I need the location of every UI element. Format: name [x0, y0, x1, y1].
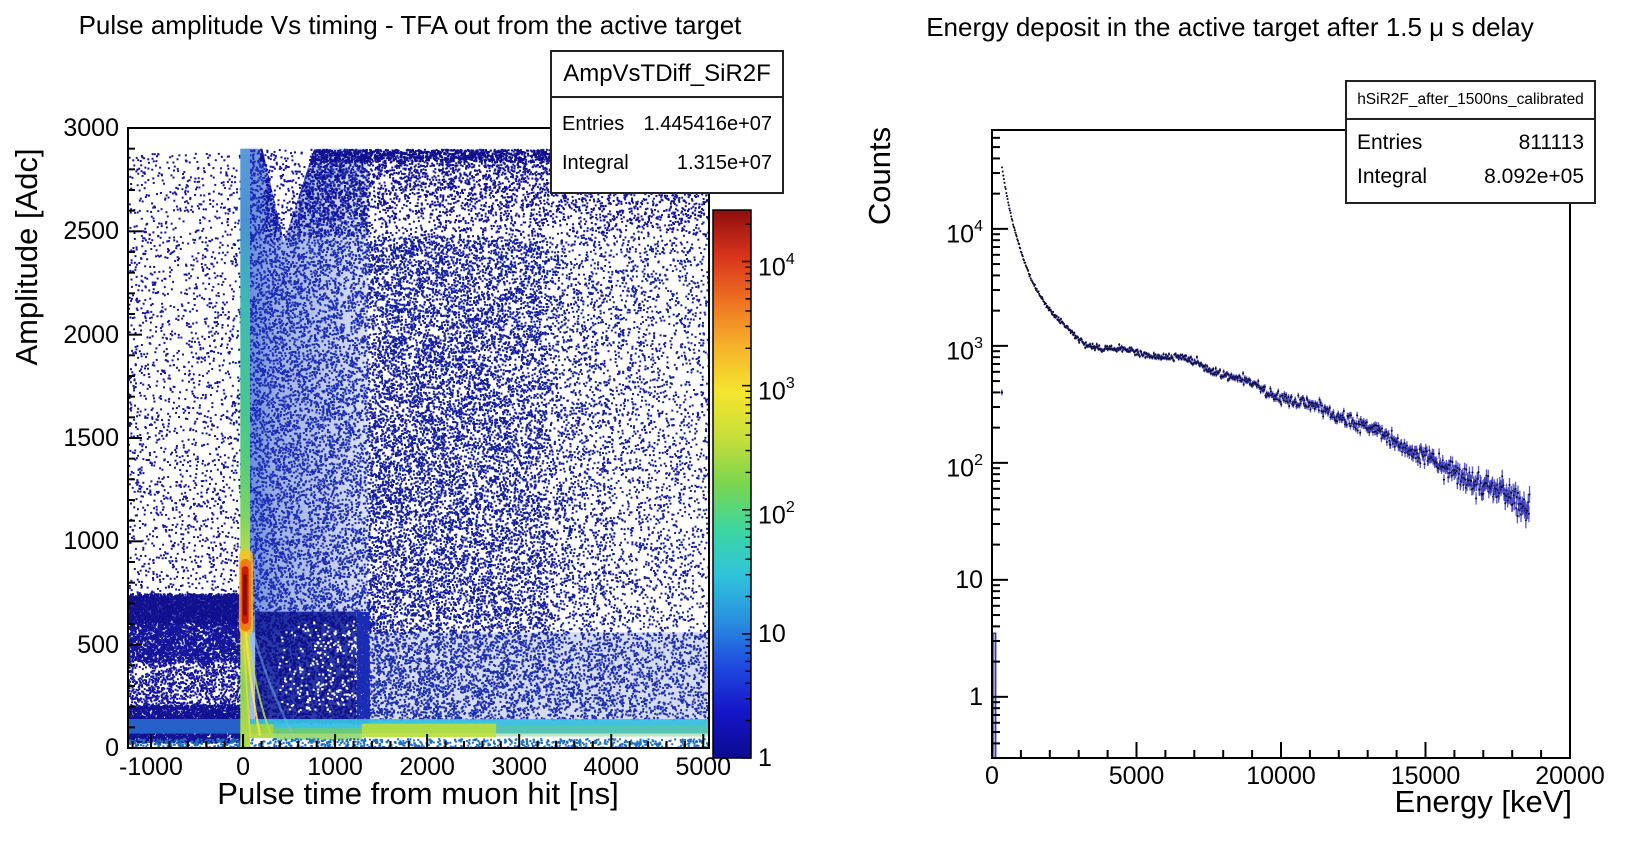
- right-stats-box: hSiR2F_after_1500ns_calibrated Entries 8…: [1345, 80, 1596, 204]
- left-x-tick-label: 1000: [307, 753, 363, 781]
- left-plot-title: Pulse amplitude Vs timing - TFA out from…: [78, 10, 742, 40]
- left-x-tick-label: 0: [236, 753, 250, 781]
- left-stats-entries-label: Entries: [562, 113, 625, 136]
- left-x-tick-label: 3000: [491, 753, 547, 781]
- left-y-tick-label: 0: [105, 734, 119, 762]
- right-x-tick-label: 20000: [1535, 762, 1605, 790]
- right-y-tick-label-exponent: 4: [974, 217, 983, 235]
- left-stats-box: AmpVsTDiff_SiR2F Entries 1.445416e+07 In…: [550, 50, 784, 194]
- colorbar-tick-label: 1: [758, 744, 772, 772]
- right-y-tick-label: 1: [969, 682, 983, 711]
- left-y-tick-label: 3000: [63, 114, 119, 142]
- left-y-tick-label: 500: [77, 630, 119, 659]
- right-y-tick-label: 104: [946, 217, 983, 249]
- right-x-axis-title: Energy [keV]: [1394, 784, 1572, 819]
- left-y-tick-label: 2500: [63, 217, 119, 246]
- left-x-tick-label: -1000: [119, 753, 183, 781]
- right-stats-integral-row: Integral 8.092e+05: [1347, 165, 1594, 189]
- right-y-tick-label: 102: [946, 451, 983, 483]
- right-y-axis-title: Counts: [862, 126, 897, 226]
- right-x-tick-label: 5000: [1108, 762, 1165, 790]
- left-x-tick-label: 5000: [675, 753, 732, 781]
- right-x-tick-label: 15000: [1390, 762, 1461, 790]
- left-stats-entries-value: 1.445416e+07: [643, 113, 772, 136]
- left-y-tick-label: 1500: [63, 424, 119, 452]
- colorbar-tick-label: 102: [758, 498, 795, 530]
- left-stats-integral-value: 1.315e+07: [676, 151, 772, 174]
- right-stats-integral-label: Integral: [1357, 165, 1428, 189]
- colorbar-tick-label: 103: [758, 374, 795, 405]
- left-stats-histogram-name: AmpVsTDiff_SiR2F: [552, 52, 782, 98]
- right-y-tick-label: 10: [955, 565, 983, 594]
- left-stats-integral-row: Integral 1.315e+07: [552, 152, 782, 175]
- left-x-tick-label: 4000: [583, 753, 640, 781]
- left-y-tick-label: 2000: [63, 320, 119, 349]
- right-x-tick-label: 10000: [1246, 762, 1316, 790]
- colorbar-tick-label-exponent: 3: [785, 374, 795, 392]
- left-stats-entries-row: Entries 1.445416e+07: [552, 113, 782, 136]
- right-stats-integral-value: 8.092e+05: [1484, 165, 1584, 189]
- colorbar-tick-label: 10: [758, 619, 786, 648]
- right-stats-entries-label: Entries: [1357, 130, 1423, 154]
- colorbar-tick-label: 104: [758, 250, 795, 281]
- right-stats-entries-value: 811113: [1518, 130, 1584, 154]
- right-stats-histogram-name: hSiR2F_after_1500ns_calibrated: [1347, 82, 1594, 120]
- right-y-tick-label: 103: [946, 334, 983, 366]
- left-x-tick-label: 2000: [399, 753, 455, 781]
- colorbar-tick-label-exponent: 4: [785, 250, 795, 268]
- left-stats-integral-label: Integral: [562, 151, 629, 174]
- right-x-tick-label: 0: [985, 762, 999, 790]
- right-y-tick-label-exponent: 2: [974, 451, 983, 469]
- right-plot-title: Energy deposit in the active target afte…: [926, 12, 1534, 42]
- left-y-tick-label: 1000: [63, 527, 119, 556]
- left-x-axis-title: Pulse time from muon hit [ns]: [217, 776, 619, 811]
- colorbar-tick-label-exponent: 2: [785, 498, 795, 516]
- right-y-tick-label-exponent: 3: [974, 334, 983, 352]
- right-stats-entries-row: Entries 811113: [1347, 131, 1594, 155]
